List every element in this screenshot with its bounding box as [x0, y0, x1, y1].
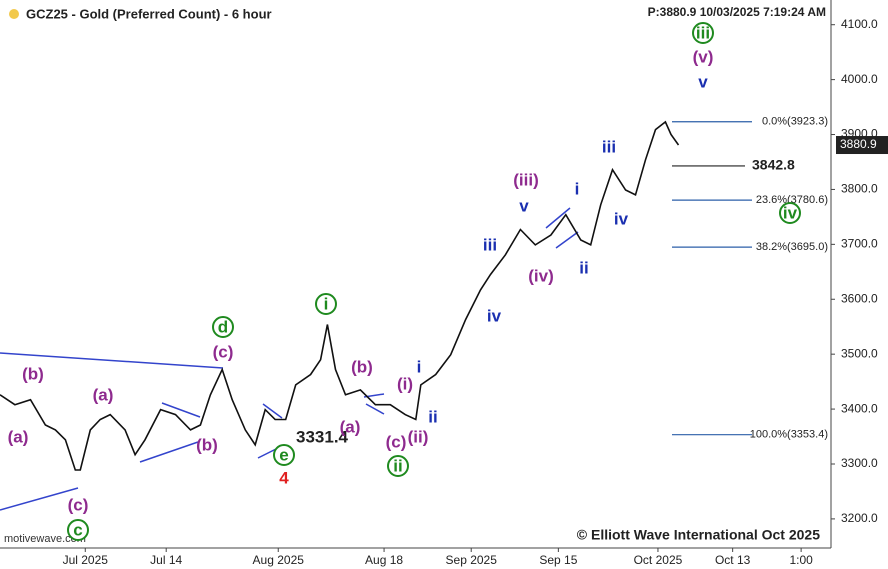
trend-lines — [0, 207, 579, 511]
y-tick-label: 3800.0 — [841, 182, 878, 196]
wave-circle — [692, 22, 714, 44]
wave-label: iv — [783, 203, 798, 222]
x-tick-label: Jul 2025 — [63, 553, 109, 567]
wave-label: v — [519, 196, 529, 215]
y-tick-label: 4000.0 — [841, 72, 878, 86]
source: motivewave.com — [4, 533, 86, 545]
wave-label: iv — [487, 306, 502, 325]
wave-label: (b) — [22, 364, 44, 383]
wave-label: (a) — [340, 417, 361, 436]
wave-label: ii — [393, 456, 402, 475]
info: P:3880.9 10/03/2025 7:19:24 AM — [648, 5, 826, 19]
x-tick-label: 1:00 — [789, 553, 813, 567]
wave-label: (c) — [68, 495, 89, 514]
y-tick-label: 3500.0 — [841, 346, 878, 360]
credit: © Elliott Wave International Oct 2025 — [577, 527, 820, 543]
wave-circle — [779, 202, 801, 224]
wave-circle — [387, 455, 409, 477]
wave-label: v — [698, 72, 708, 91]
level-label: 100.0%(3353.4) — [750, 429, 828, 441]
wave-label: 4 — [279, 468, 289, 487]
wave-label: ii — [428, 407, 437, 426]
wave-label: iii — [696, 23, 710, 42]
wave-label: iii — [602, 137, 616, 156]
wave-label: (c) — [386, 432, 407, 451]
level-label: 38.2%(3695.0) — [756, 241, 828, 253]
wave-label: (ii) — [408, 427, 429, 446]
y-tick-label: 4100.0 — [841, 17, 878, 31]
x-tick-label: Jul 14 — [150, 553, 182, 567]
wave-label: (a) — [93, 385, 114, 404]
price-line — [0, 120, 680, 471]
wave-label: 3331.4 — [296, 427, 349, 446]
wave-label: (iv) — [528, 266, 554, 285]
wave-circle — [67, 519, 89, 541]
x-tick-label: Aug 2025 — [253, 553, 305, 567]
wave-label: (c) — [213, 342, 234, 361]
wave-label: ii — [579, 258, 588, 277]
wave-circle — [315, 293, 337, 315]
y-tick-label: 3700.0 — [841, 237, 878, 251]
x-tick-label: Oct 13 — [715, 553, 751, 567]
wave-label: i — [417, 357, 422, 376]
last-price-label: 3880.9 — [840, 137, 877, 151]
level-label: 0.0%(3923.3) — [762, 116, 828, 128]
wave-circle — [212, 316, 234, 338]
wave-label: i — [324, 294, 329, 313]
last-price-box — [836, 136, 888, 155]
wave-label: (b) — [196, 435, 218, 454]
wave-label: (b) — [351, 357, 373, 376]
wave-label: (i) — [397, 374, 413, 393]
wave-label: iv — [614, 209, 629, 228]
wave-label: c — [73, 520, 82, 539]
wave-label: (v) — [693, 47, 714, 66]
x-tick-label: Sep 2025 — [446, 553, 498, 567]
y-tick-label: 3600.0 — [841, 291, 878, 305]
y-tick-label: 3300.0 — [841, 456, 878, 470]
status-dot — [9, 9, 19, 19]
level-label: 3842.8 — [752, 157, 795, 173]
wave-label: (a) — [8, 427, 29, 446]
y-tick-label: 3200.0 — [841, 511, 878, 525]
wave-label: i — [575, 179, 580, 198]
wave-circle — [273, 444, 295, 466]
x-tick-label: Oct 2025 — [634, 553, 683, 567]
x-tick-label: Aug 18 — [365, 553, 403, 567]
chart-title: GCZ25 - Gold (Preferred Count) - 6 hour — [26, 6, 272, 21]
wave-label: iii — [483, 235, 497, 254]
y-tick-label: 3400.0 — [841, 401, 878, 415]
wave-label: (iii) — [513, 170, 539, 189]
wave-label: d — [218, 317, 228, 336]
level-label: 23.6%(3780.6) — [756, 194, 828, 206]
wave-label: e — [279, 445, 288, 464]
x-tick-label: Sep 15 — [539, 553, 577, 567]
